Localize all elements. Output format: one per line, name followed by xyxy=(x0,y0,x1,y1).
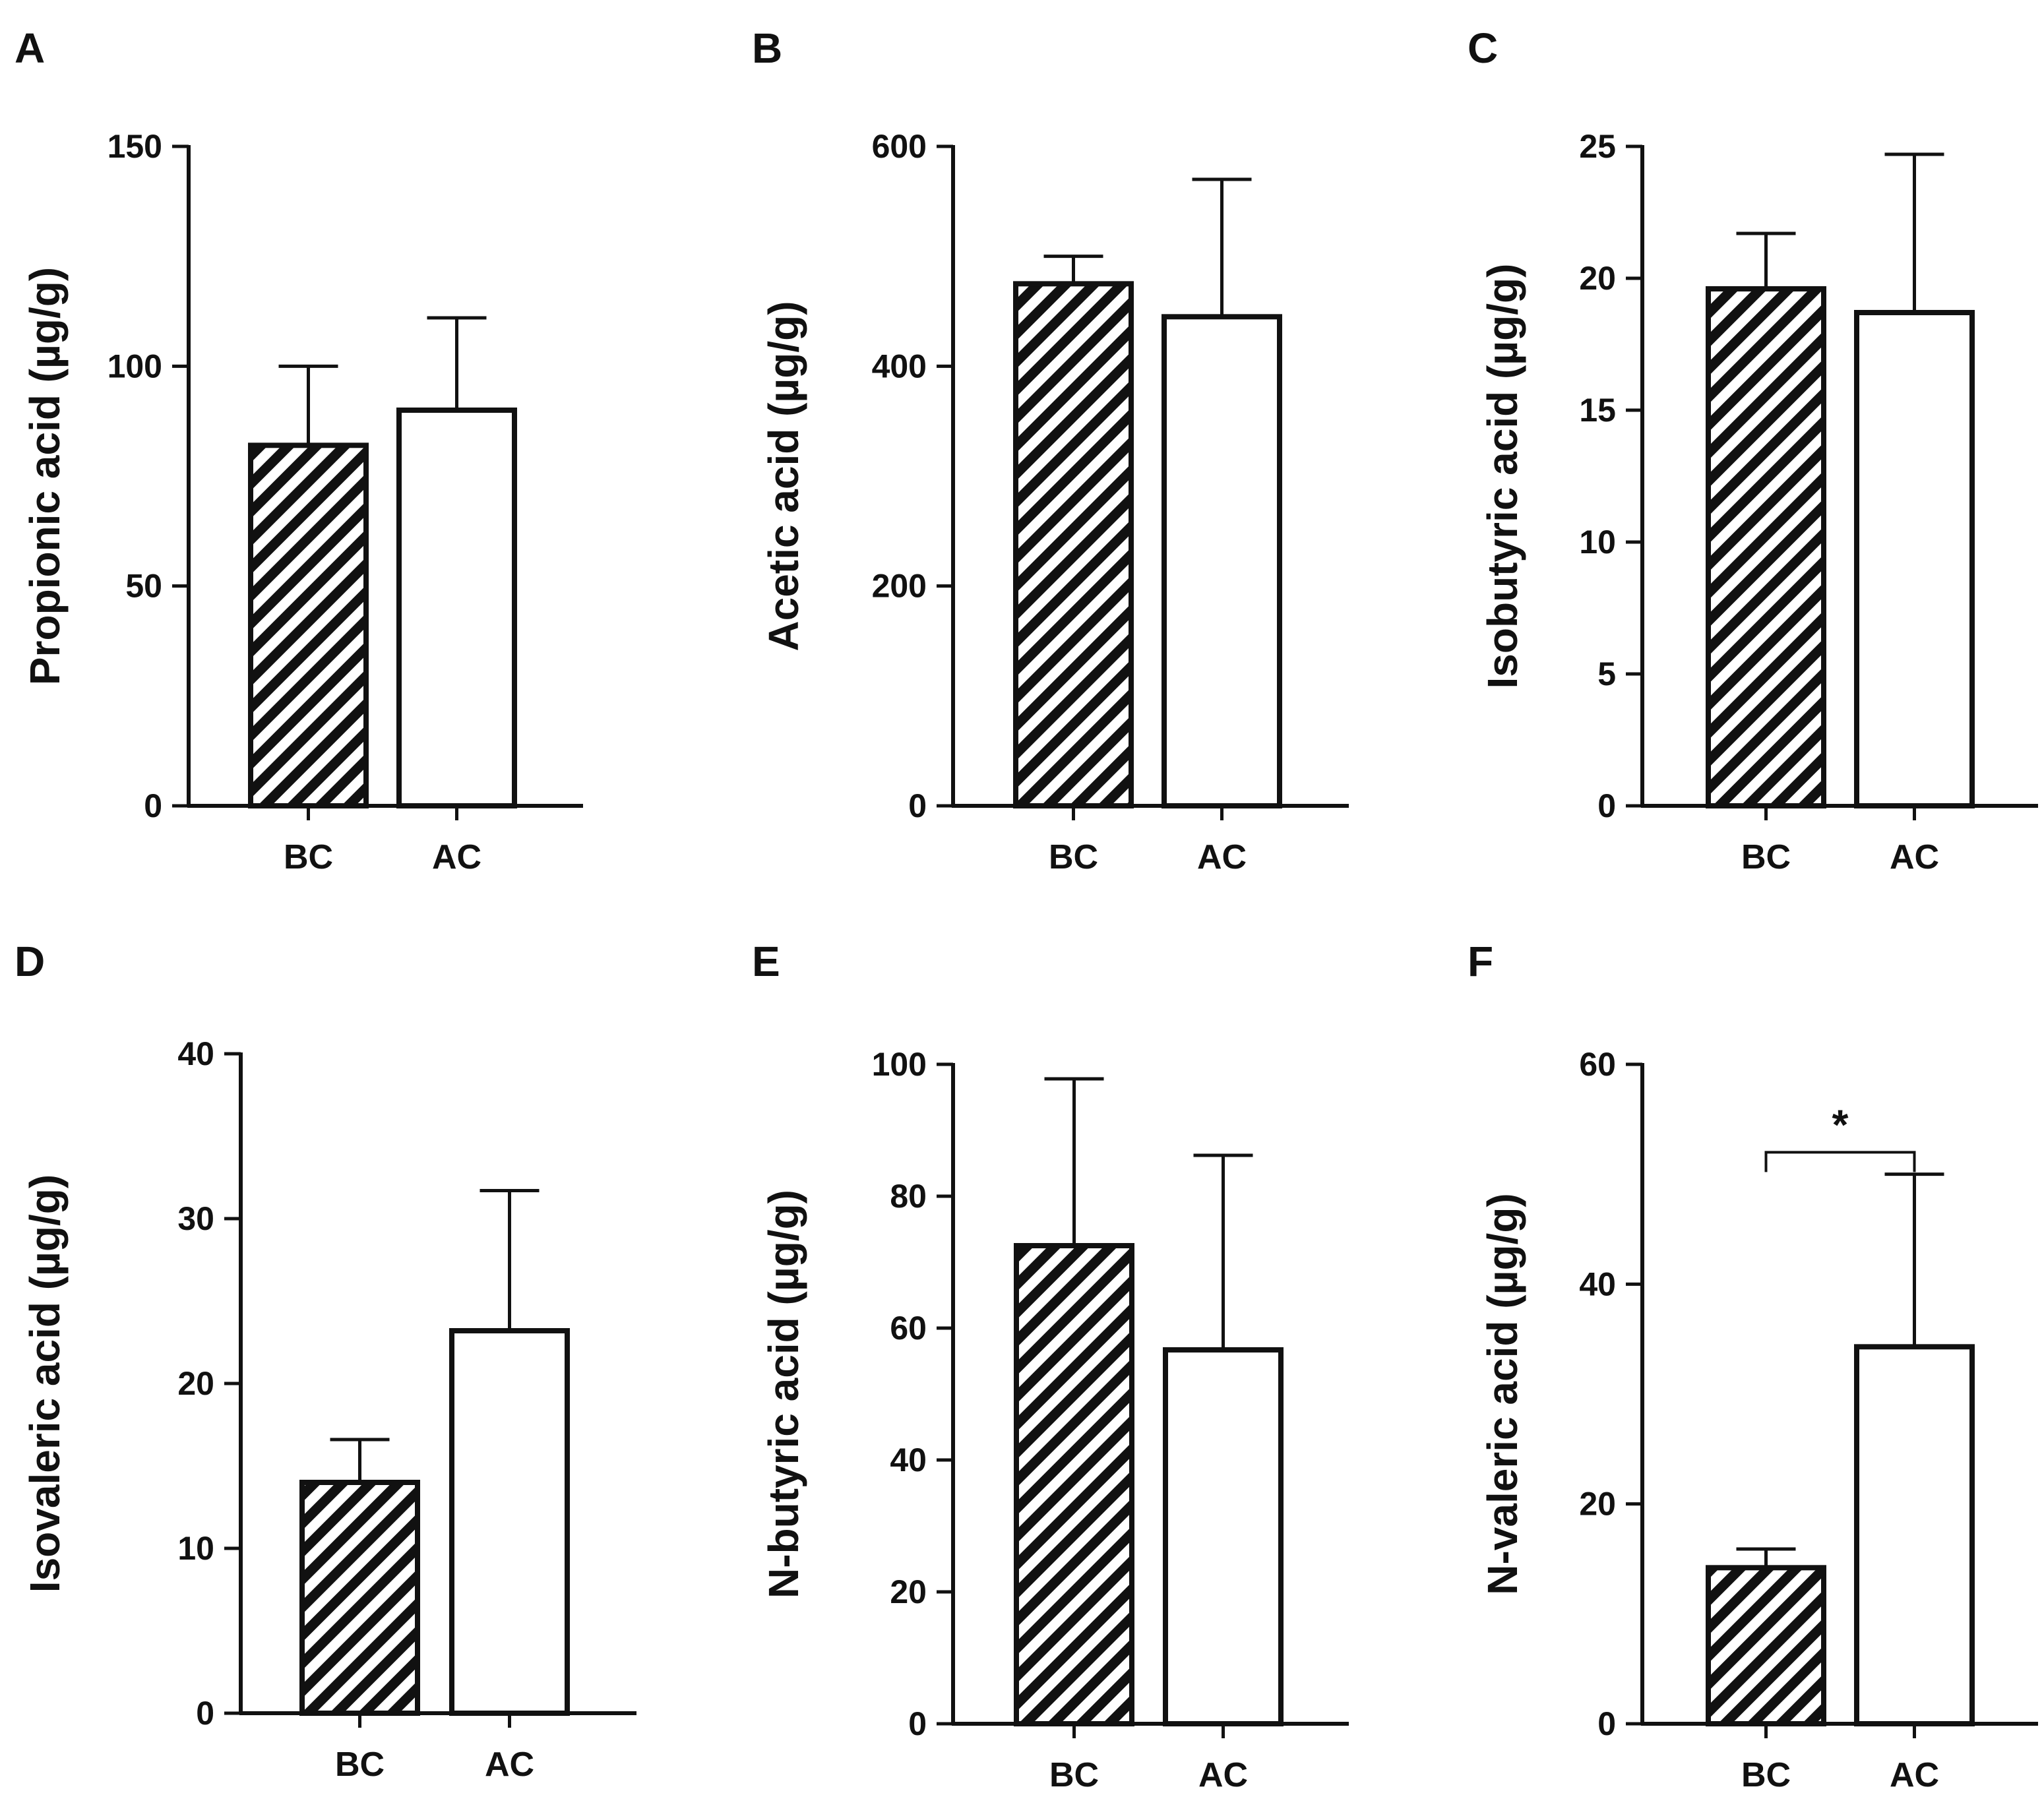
category-label-c-ac: AC xyxy=(1890,838,1939,876)
panel-e: E BC AC 0 20 40 60 80 100 N-butyric acid (µg/g) xyxy=(752,938,1349,1793)
panel-a: A BC AC 0 50 100 150 Propionic acid (µg/g) xyxy=(15,24,583,876)
category-label-f-bc: BC xyxy=(1741,1756,1791,1793)
y-axis-title-a: Propionic acid (µg/g) xyxy=(21,267,69,685)
panel-letter-f: F xyxy=(1468,938,1493,985)
y-tick-label-d-1: 10 xyxy=(177,1530,214,1567)
bar-b-ac xyxy=(1161,314,1282,809)
y-tick-label-e-3: 60 xyxy=(890,1310,927,1347)
bar-e-bc xyxy=(1014,1243,1134,1726)
panel-c: C BC AC 0 5 10 15 20 25 Isobutyric acid (µg/g) xyxy=(1468,24,2038,876)
y-tick-label-a-0: 0 xyxy=(144,787,162,824)
category-label-e-bc: BC xyxy=(1049,1756,1099,1793)
significance-label-f: * xyxy=(1832,1101,1849,1148)
y-tick-label-e-2: 40 xyxy=(890,1442,927,1478)
y-tick-label-f-3: 60 xyxy=(1579,1046,1616,1083)
category-label-b-ac: AC xyxy=(1197,838,1247,876)
panel-f: F BC AC 0 20 40 60 N-valeric acid (µg/g) * xyxy=(1468,938,2038,1793)
y-tick-label-f-1: 20 xyxy=(1579,1486,1616,1523)
y-tick-label-f-0: 0 xyxy=(1597,1705,1616,1742)
y-tick-label-e-5: 100 xyxy=(872,1046,927,1083)
bar-d-ac xyxy=(449,1328,570,1716)
y-tick-label-d-4: 40 xyxy=(177,1035,214,1072)
category-label-a-bc: BC xyxy=(284,838,333,876)
y-tick-label-b-2: 400 xyxy=(872,348,927,384)
y-tick-label-e-4: 80 xyxy=(890,1178,927,1215)
panel-letter-d: D xyxy=(15,938,45,985)
y-tick-label-e-1: 20 xyxy=(890,1573,927,1610)
y-tick-label-a-3: 150 xyxy=(108,128,162,165)
bar-f-ac xyxy=(1854,1344,1975,1727)
y-tick-label-c-4: 20 xyxy=(1579,260,1616,297)
y-tick-label-c-0: 0 xyxy=(1597,787,1616,824)
y-axis-title-b: Acetic acid (µg/g) xyxy=(760,301,807,651)
panel-d: D BC AC 0 10 20 30 40 Isovaleric acid (µg/g) xyxy=(15,938,636,1784)
y-tick-label-c-5: 25 xyxy=(1579,128,1616,165)
category-label-d-bc: BC xyxy=(335,1746,385,1784)
bar-c-bc xyxy=(1706,286,1826,808)
y-tick-label-a-1: 50 xyxy=(125,568,162,605)
y-tick-label-d-2: 20 xyxy=(177,1365,214,1402)
y-tick-label-a-2: 100 xyxy=(108,348,162,384)
category-label-c-bc: BC xyxy=(1741,838,1791,876)
y-tick-label-c-3: 15 xyxy=(1579,392,1616,429)
category-label-e-ac: AC xyxy=(1198,1756,1248,1793)
category-label-f-ac: AC xyxy=(1890,1756,1939,1793)
y-axis-title-e: N-butyric acid (µg/g) xyxy=(760,1190,807,1598)
category-label-a-ac: AC xyxy=(432,838,481,876)
significance-bracket-f xyxy=(1764,1151,1916,1172)
y-tick-label-e-0: 0 xyxy=(908,1705,927,1742)
y-tick-label-f-2: 40 xyxy=(1579,1265,1616,1302)
bar-a-ac xyxy=(396,408,517,808)
category-label-b-bc: BC xyxy=(1049,838,1098,876)
panel-b: B BC AC 0 200 400 600 Acetic acid (µg/g) xyxy=(752,24,1349,876)
bar-e-ac xyxy=(1163,1347,1284,1726)
panel-letter-c: C xyxy=(1468,24,1498,72)
y-tick-label-c-2: 10 xyxy=(1579,524,1616,561)
category-label-d-ac: AC xyxy=(485,1746,534,1784)
y-tick-label-d-0: 0 xyxy=(196,1695,214,1732)
bar-a-bc xyxy=(248,442,369,808)
y-axis-title-f: N-valeric acid (µg/g) xyxy=(1479,1193,1526,1595)
bar-f-bc xyxy=(1706,1565,1826,1726)
bar-b-bc xyxy=(1013,281,1134,809)
y-axis-title-d: Isovaleric acid (µg/g) xyxy=(21,1174,69,1593)
bar-c-ac xyxy=(1854,310,1975,808)
y-axis-title-c: Isobutyric acid (µg/g) xyxy=(1479,264,1526,689)
bar-d-bc xyxy=(299,1480,420,1716)
y-tick-label-c-1: 5 xyxy=(1597,655,1616,692)
panel-letter-b: B xyxy=(752,24,782,72)
y-tick-label-d-3: 30 xyxy=(177,1200,214,1237)
panel-letter-e: E xyxy=(752,938,780,985)
y-tick-label-b-3: 600 xyxy=(872,128,927,165)
y-tick-label-b-0: 0 xyxy=(908,787,927,824)
panel-letter-a: A xyxy=(15,24,45,72)
y-tick-label-b-1: 200 xyxy=(872,568,927,605)
